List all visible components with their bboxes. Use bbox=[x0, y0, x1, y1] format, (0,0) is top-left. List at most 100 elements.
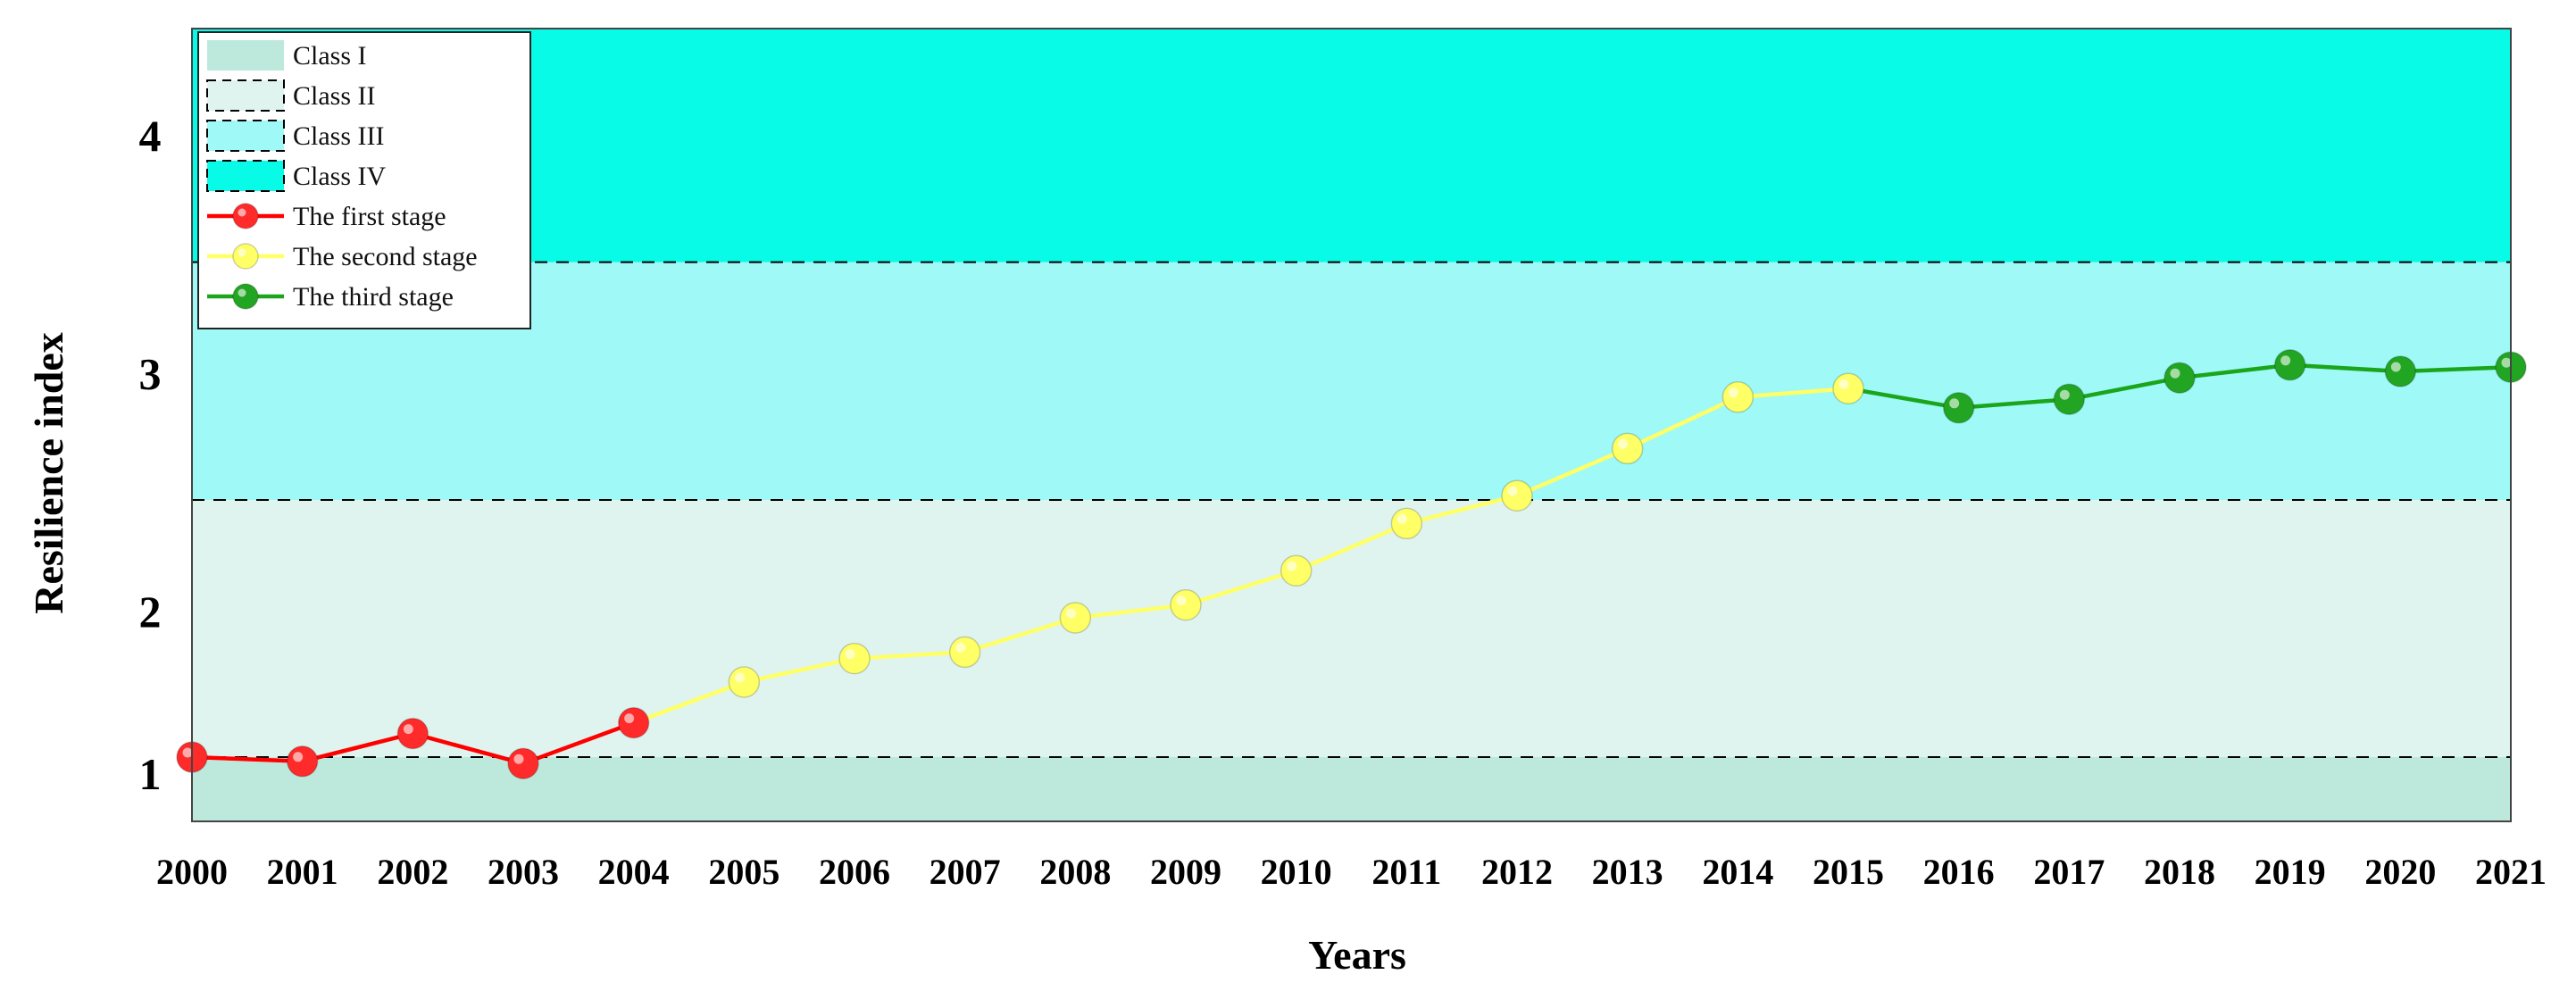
legend-label-the-third-stage: The third stage bbox=[293, 282, 454, 312]
x-axis-tick-labels: 2000 2001 2002 2003 2004 2005 2006 2007 2008 2009… bbox=[156, 852, 2547, 892]
data-point-highlight-2007 bbox=[955, 642, 966, 653]
data-point-2005 bbox=[728, 666, 761, 698]
data-point-highlight-2009 bbox=[1176, 595, 1187, 606]
data-point-highlight-2002 bbox=[403, 724, 413, 735]
x-tick-2002: 2002 bbox=[377, 852, 448, 892]
x-tick-2000: 2000 bbox=[156, 852, 228, 892]
data-point-highlight-2012 bbox=[1507, 486, 1518, 496]
data-point-2002 bbox=[396, 717, 429, 750]
legend-label-the-first-stage: The first stage bbox=[293, 202, 446, 231]
legend-marker-the-second-stage bbox=[232, 243, 259, 270]
band-class-iv bbox=[192, 29, 2511, 262]
band-class-i bbox=[192, 757, 2511, 821]
x-tick-2010: 2010 bbox=[1261, 852, 1332, 892]
data-point-2016 bbox=[1942, 392, 1975, 424]
series-points bbox=[176, 349, 2527, 779]
data-point-highlight-2014 bbox=[1728, 387, 1738, 398]
plot-frame bbox=[191, 28, 2512, 822]
class-bands bbox=[192, 29, 2511, 821]
x-axis-title: Years bbox=[1308, 932, 1406, 978]
data-point-2004 bbox=[617, 706, 650, 739]
data-point-2019 bbox=[2273, 349, 2306, 381]
legend: Class I Class II Class III Class IV The firs… bbox=[197, 31, 531, 329]
legend-marker-the-first-stage bbox=[232, 203, 259, 229]
data-point-highlight-2001 bbox=[293, 752, 304, 762]
band-class-ii bbox=[192, 500, 2511, 757]
data-point-2009 bbox=[1170, 588, 1202, 621]
class-boundary-lines bbox=[192, 261, 2511, 758]
data-point-2013 bbox=[1611, 432, 1644, 465]
y-tick-2: 2 bbox=[139, 587, 162, 637]
data-point-highlight-2011 bbox=[1396, 513, 1407, 524]
y-tick-3: 3 bbox=[139, 348, 162, 398]
legend-label-class-ii: Class II bbox=[293, 81, 376, 111]
data-point-highlight-2017 bbox=[2059, 389, 2070, 400]
legend-marker-highlight-the-first-stage bbox=[238, 208, 246, 217]
legend-swatch-class-i bbox=[207, 40, 284, 71]
x-tick-2018: 2018 bbox=[2144, 852, 2215, 892]
legend-marker-the-third-stage bbox=[232, 283, 259, 310]
x-tick-2021: 2021 bbox=[2475, 852, 2547, 892]
data-point-highlight-2008 bbox=[1065, 608, 1076, 619]
x-tick-2017: 2017 bbox=[2033, 852, 2105, 892]
data-point-2015 bbox=[1832, 372, 1864, 404]
data-point-highlight-2003 bbox=[513, 754, 524, 764]
x-tick-2016: 2016 bbox=[1923, 852, 1995, 892]
legend-label-class-i: Class I bbox=[293, 41, 367, 71]
data-point-highlight-2013 bbox=[1618, 438, 1629, 449]
data-point-2003 bbox=[507, 747, 539, 779]
data-point-2008 bbox=[1059, 602, 1092, 634]
data-point-2012 bbox=[1501, 479, 1533, 512]
data-point-highlight-2005 bbox=[734, 672, 745, 683]
legend-label-class-iii: Class III bbox=[293, 121, 384, 151]
data-point-highlight-2016 bbox=[1949, 398, 1960, 409]
x-tick-2001: 2001 bbox=[267, 852, 338, 892]
x-tick-2019: 2019 bbox=[2255, 852, 2326, 892]
legend-marker-highlight-the-second-stage bbox=[238, 248, 246, 257]
y-axis-tick-labels: 1 2 3 4 bbox=[139, 111, 162, 799]
legend-label-class-iv: Class IV bbox=[293, 162, 387, 191]
data-point-2001 bbox=[286, 745, 319, 778]
data-point-highlight-2018 bbox=[2170, 368, 2180, 379]
band-class-iii bbox=[192, 262, 2511, 500]
x-tick-2008: 2008 bbox=[1039, 852, 1111, 892]
x-tick-2009: 2009 bbox=[1150, 852, 1221, 892]
data-point-highlight-2021 bbox=[2501, 357, 2512, 368]
data-point-2010 bbox=[1280, 554, 1313, 587]
series-line-the-second-stage bbox=[632, 386, 1849, 725]
legend-swatch-class-ii bbox=[206, 79, 285, 112]
data-point-highlight-2019 bbox=[2280, 355, 2291, 366]
data-point-highlight-2004 bbox=[624, 713, 635, 724]
legend-label-the-second-stage: The second stage bbox=[293, 242, 478, 271]
x-tick-2006: 2006 bbox=[819, 852, 890, 892]
data-point-2017 bbox=[2053, 383, 2086, 415]
legend-swatch-class-iii bbox=[206, 120, 285, 152]
y-axis-title: Resilience index bbox=[26, 332, 71, 614]
data-point-highlight-2000 bbox=[182, 747, 193, 758]
legend-marker-highlight-the-third-stage bbox=[238, 288, 246, 297]
data-point-2020 bbox=[2384, 355, 2417, 387]
x-tick-2007: 2007 bbox=[930, 852, 1001, 892]
data-point-highlight-2010 bbox=[1287, 561, 1297, 571]
x-tick-2011: 2011 bbox=[1371, 852, 1441, 892]
data-point-highlight-2020 bbox=[2390, 362, 2401, 372]
x-tick-2003: 2003 bbox=[488, 852, 559, 892]
data-point-2014 bbox=[1722, 381, 1755, 413]
y-tick-4: 4 bbox=[139, 111, 162, 161]
data-point-2007 bbox=[948, 636, 981, 669]
x-tick-2004: 2004 bbox=[598, 852, 670, 892]
data-point-2011 bbox=[1390, 507, 1423, 540]
data-point-highlight-2015 bbox=[1838, 379, 1849, 389]
x-tick-2015: 2015 bbox=[1813, 852, 1884, 892]
legend-swatch-class-iv bbox=[206, 160, 285, 192]
x-tick-2014: 2014 bbox=[1702, 852, 1773, 892]
data-point-2006 bbox=[838, 642, 871, 675]
x-tick-2012: 2012 bbox=[1481, 852, 1553, 892]
data-point-highlight-2006 bbox=[845, 649, 855, 660]
x-tick-2005: 2005 bbox=[708, 852, 779, 892]
x-tick-2020: 2020 bbox=[2364, 852, 2436, 892]
y-tick-1: 1 bbox=[139, 749, 162, 799]
data-point-2018 bbox=[2163, 362, 2196, 394]
x-tick-2013: 2013 bbox=[1592, 852, 1663, 892]
